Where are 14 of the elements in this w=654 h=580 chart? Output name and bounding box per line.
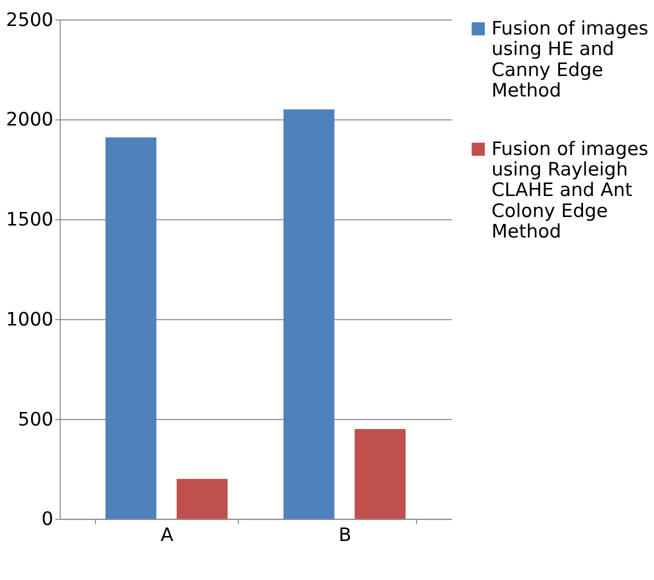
legend-label: Fusion of images using Rayleigh CLAHE and Ant Colony Edge Method (491, 139, 648, 242)
bar (354, 428, 406, 519)
y-tick-label: 2500 (6, 10, 54, 31)
y-tick-label: 500 (18, 409, 54, 430)
y-tick-label: 1000 (6, 309, 54, 330)
bar (176, 478, 228, 519)
bar (283, 109, 334, 519)
y-tick-label: 1500 (6, 210, 54, 231)
x-tick-label: B (338, 524, 352, 546)
x-tick-label: A (160, 524, 174, 546)
bar (105, 137, 156, 519)
legend-label: Fusion of images using HE and Canny Edge Method (491, 18, 648, 102)
y-tick-label: 2000 (6, 110, 54, 131)
y-tick-label: 0 (42, 509, 54, 530)
